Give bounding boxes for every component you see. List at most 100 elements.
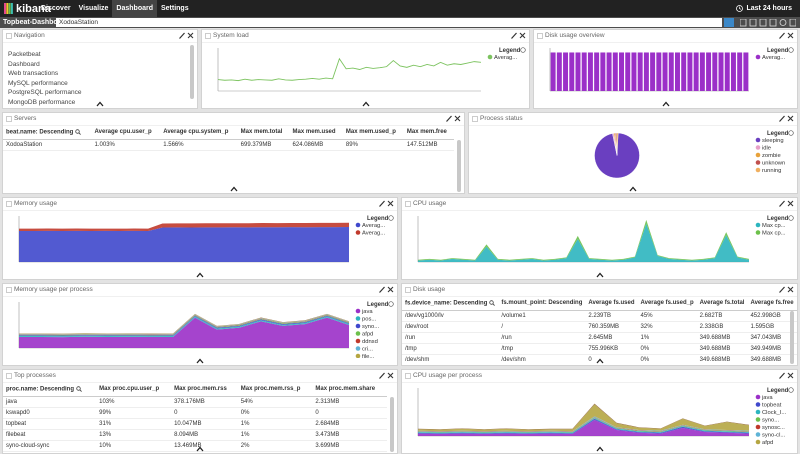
column-header[interactable]: Max mem.total (238, 126, 290, 139)
column-header[interactable]: Max proc.mem.rss_p (238, 383, 313, 396)
legend-swatch[interactable] (356, 354, 361, 358)
legend-label[interactable]: Averag... (762, 55, 785, 61)
legend-icon[interactable] (789, 48, 794, 53)
collapse-caret[interactable] (596, 358, 604, 364)
column-header[interactable]: Max mem.used_p (343, 126, 404, 139)
legend-swatch[interactable] (356, 324, 361, 329)
column-header[interactable]: Average fs.free (797, 297, 798, 310)
edit-icon[interactable] (780, 373, 785, 379)
legend-swatch[interactable] (756, 395, 761, 400)
toolbar-icons[interactable] (740, 19, 796, 27)
legend-label[interactable]: running (762, 168, 781, 174)
legend-label[interactable]: cri... (362, 347, 373, 353)
legend-swatch[interactable] (488, 55, 493, 60)
legend-swatch[interactable] (356, 346, 361, 351)
legend-swatch[interactable] (756, 402, 761, 407)
panel-controls[interactable] (511, 32, 526, 39)
edit-icon[interactable] (512, 33, 517, 39)
legend-swatch[interactable] (356, 230, 361, 235)
legend-label[interactable]: syno... (762, 418, 779, 424)
column-header[interactable]: Max proc.mem.share (312, 383, 387, 396)
legend-icon[interactable] (789, 131, 794, 136)
collapse-caret[interactable] (96, 101, 104, 107)
legend-label[interactable]: sleeping (762, 138, 784, 144)
edit-icon[interactable] (180, 33, 185, 39)
column-header[interactable]: Average fs.used (585, 297, 637, 310)
legend-label[interactable]: Averag... (362, 231, 385, 237)
legend-swatch[interactable] (756, 432, 761, 437)
column-header[interactable]: beat.name: Descending (3, 126, 92, 139)
legend-swatch[interactable] (756, 160, 761, 165)
legend-icon[interactable] (389, 216, 394, 221)
legend-label[interactable]: topbeat (762, 403, 782, 409)
collapse-caret[interactable] (662, 101, 670, 107)
legend-label[interactable]: syno... (362, 324, 379, 330)
column-header[interactable]: Average fs.used_p (638, 297, 697, 310)
legend-label[interactable]: Averag... (494, 55, 517, 61)
column-header[interactable]: Average cpu.user_p (92, 126, 161, 139)
column-header[interactable]: Average fs.total (697, 297, 748, 310)
edit-icon[interactable] (380, 201, 385, 207)
panel-controls[interactable] (779, 115, 794, 122)
legend-swatch[interactable] (756, 425, 761, 430)
column-header[interactable]: Max mem.free (404, 126, 454, 139)
panel-controls[interactable] (179, 32, 194, 39)
nav-link[interactable]: PostgreSQL performance (8, 88, 197, 98)
legend-swatch[interactable] (356, 331, 361, 336)
legend-swatch[interactable] (756, 440, 761, 445)
nav-item[interactable]: Dashboard (112, 0, 157, 17)
legend-label[interactable]: Averag... (362, 223, 385, 229)
legend-swatch[interactable] (756, 223, 761, 228)
column-header[interactable]: Max proc.mem.rss (171, 383, 238, 396)
legend-label[interactable]: java (761, 395, 773, 401)
legend-label[interactable]: zombie (762, 153, 781, 159)
legend-swatch[interactable] (356, 316, 361, 321)
column-header[interactable]: proc.name: Descending (3, 383, 96, 396)
nav-link[interactable]: Packetbeat (8, 50, 197, 60)
nav-item[interactable]: Discover (37, 0, 75, 17)
collapse-caret[interactable] (629, 186, 637, 192)
time-picker[interactable]: Last 24 hours (736, 0, 792, 17)
query-input[interactable]: XodoaStation (56, 18, 722, 27)
edit-icon[interactable] (780, 116, 785, 122)
edit-icon[interactable] (780, 201, 785, 207)
column-header[interactable]: fs.mount_point: Descending (498, 297, 585, 310)
panel-controls[interactable] (779, 32, 794, 39)
search-icon[interactable] (489, 300, 495, 306)
legend-icon[interactable] (789, 216, 794, 221)
legend-swatch[interactable] (356, 339, 361, 344)
nav-link[interactable]: Thrift-RPC performance (8, 107, 197, 109)
collapse-caret[interactable] (596, 272, 604, 278)
collapse-caret[interactable] (596, 446, 604, 452)
legend-swatch[interactable] (356, 223, 361, 228)
column-header[interactable]: Average fs.free (747, 297, 796, 310)
legend-swatch[interactable] (756, 417, 761, 422)
legend-swatch[interactable] (756, 145, 761, 150)
edit-icon[interactable] (380, 373, 385, 379)
legend-swatch[interactable] (756, 230, 761, 235)
panel-controls[interactable] (379, 372, 394, 379)
collapse-caret[interactable] (196, 272, 204, 278)
column-header[interactable]: Max mem.used (290, 126, 343, 139)
edit-icon[interactable] (780, 287, 785, 293)
panel-controls[interactable] (779, 286, 794, 293)
panel-controls[interactable] (446, 115, 461, 122)
collapse-caret[interactable] (230, 186, 238, 192)
collapse-caret[interactable] (362, 101, 370, 107)
nav-item[interactable]: Settings (157, 0, 193, 17)
search-button[interactable] (724, 18, 734, 27)
legend-swatch[interactable] (756, 138, 761, 143)
legend-icon[interactable] (789, 388, 794, 393)
legend-icon[interactable] (521, 48, 526, 53)
legend-label[interactable]: ddnsd (362, 339, 378, 345)
edit-icon[interactable] (780, 33, 785, 39)
search-icon[interactable] (76, 386, 82, 392)
nav-link[interactable]: MySQL performance (8, 79, 197, 89)
column-header[interactable]: Average cpu.system_p (160, 126, 237, 139)
legend-label[interactable]: afpd (762, 440, 773, 446)
legend-swatch[interactable] (756, 410, 761, 415)
edit-icon[interactable] (447, 116, 452, 122)
legend-label[interactable]: Clock_I... (762, 410, 787, 416)
edit-icon[interactable] (380, 287, 385, 293)
legend-label[interactable]: Max cp... (762, 231, 786, 237)
